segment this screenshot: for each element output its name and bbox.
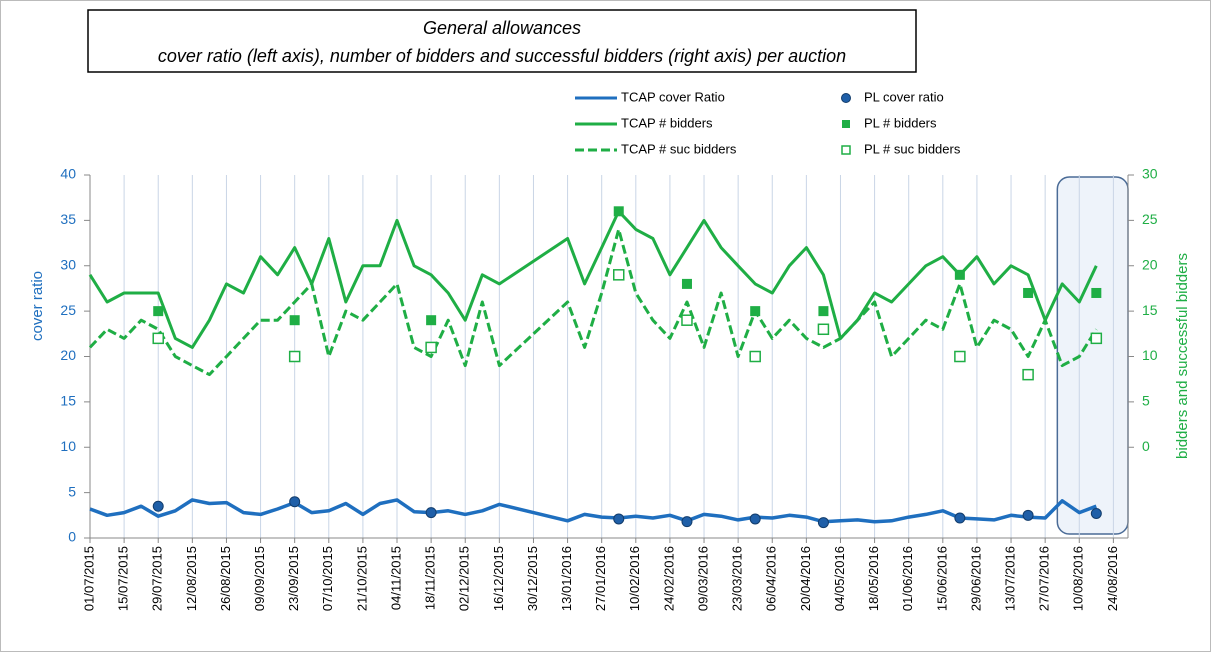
- point: [613, 513, 625, 525]
- x-tick-label: 27/01/2016: [593, 546, 608, 611]
- x-tick-label: 18/11/2015: [423, 546, 438, 610]
- point: [749, 350, 761, 363]
- x-tick-label: 07/10/2015: [320, 546, 335, 611]
- point: [613, 206, 624, 217]
- title-box: [87, 9, 917, 73]
- x-tick-label: 21/10/2015: [354, 546, 369, 611]
- x-tick-label: 04/05/2016: [832, 546, 847, 611]
- point: [817, 517, 829, 529]
- x-tick-label: 09/09/2015: [252, 546, 267, 611]
- point: [817, 323, 830, 336]
- x-tick-label: 06/04/2016: [764, 546, 779, 611]
- point: [954, 350, 966, 363]
- y2-tick-label: 0: [1142, 438, 1150, 454]
- legend-label: PL cover ratio: [864, 89, 944, 104]
- point: [681, 314, 693, 326]
- point: [1090, 507, 1102, 519]
- point: [681, 278, 692, 289]
- x-tick-label: 13/01/2016: [559, 546, 574, 611]
- x-tick-label: 24/08/2016: [1105, 546, 1120, 611]
- series-line: [88, 227, 1098, 377]
- point: [152, 500, 164, 512]
- y2-axis-label: bidders and successful bidders: [1174, 253, 1191, 459]
- x-tick-label: 23/09/2015: [286, 546, 301, 611]
- y-axis-label: cover ratio: [29, 271, 46, 341]
- x-tick-label: 29/07/2015: [150, 546, 165, 611]
- x-tick-label: 10/02/2016: [627, 546, 642, 611]
- point: [612, 269, 625, 281]
- highlight-box: [1056, 176, 1129, 535]
- x-tick-label: 15/07/2015: [116, 546, 131, 611]
- point: [1023, 287, 1034, 298]
- y2-tick-label: 20: [1142, 256, 1158, 272]
- legend-label: TCAP # bidders: [621, 115, 713, 130]
- x-tick-label: 30/12/2015: [525, 546, 540, 611]
- legend-label: TCAP cover Ratio: [621, 89, 725, 104]
- y-tick-label: 30: [60, 256, 76, 272]
- x-tick-label: 09/03/2016: [695, 546, 710, 611]
- y-tick-label: 10: [60, 438, 76, 454]
- x-tick-label: 24/02/2016: [661, 546, 676, 611]
- point: [954, 512, 966, 524]
- x-tick-label: 13/07/2016: [1002, 546, 1017, 611]
- chart-title: General allowances: [423, 18, 581, 38]
- legend-label: PL # suc bidders: [864, 141, 961, 156]
- x-tick-label: 26/08/2015: [218, 546, 233, 611]
- point: [750, 306, 761, 317]
- x-tick-label: 27/07/2016: [1037, 546, 1052, 611]
- point: [749, 513, 761, 525]
- x-tick-label: 04/11/2015: [388, 546, 403, 610]
- y-tick-label: 20: [60, 347, 76, 363]
- point: [1090, 332, 1103, 345]
- legend-label: TCAP # suc bidders: [621, 141, 737, 156]
- x-tick-label: 01/07/2015: [81, 546, 96, 611]
- y-tick-label: 25: [60, 302, 76, 318]
- x-tick-label: 29/06/2016: [968, 546, 983, 611]
- x-tick-label: 10/08/2016: [1071, 546, 1086, 611]
- y2-tick-label: 5: [1142, 393, 1150, 409]
- chart-subtitle: cover ratio (left axis), number of bidde…: [158, 46, 846, 66]
- y-tick-label: 5: [68, 483, 76, 499]
- point: [152, 332, 164, 345]
- y2-tick-label: 25: [1142, 211, 1158, 227]
- point: [1091, 287, 1102, 298]
- x-tick-label: 01/06/2016: [900, 546, 915, 611]
- point: [153, 306, 164, 317]
- point: [288, 350, 301, 363]
- legend-label: PL # bidders: [864, 115, 937, 130]
- y2-tick-label: 30: [1142, 166, 1158, 182]
- point: [818, 306, 829, 317]
- y-tick-label: 40: [60, 166, 76, 182]
- point: [425, 341, 437, 354]
- point: [289, 315, 300, 326]
- x-tick-label: 20/04/2016: [798, 546, 813, 611]
- legend-swatch: [841, 145, 851, 155]
- y-tick-label: 15: [60, 393, 76, 409]
- y-tick-label: 0: [68, 529, 76, 545]
- y-tick-label: 35: [60, 211, 76, 227]
- x-tick-label: 02/12/2015: [457, 546, 472, 611]
- x-tick-label: 16/12/2015: [491, 546, 506, 611]
- x-tick-label: 23/03/2016: [730, 546, 745, 611]
- y2-tick-label: 10: [1142, 347, 1158, 363]
- x-tick-label: 12/08/2015: [184, 546, 199, 611]
- legend-swatch: [841, 93, 851, 103]
- point: [425, 507, 437, 519]
- point: [426, 315, 437, 326]
- x-tick-label: 15/06/2016: [934, 546, 949, 611]
- point: [681, 516, 693, 528]
- point: [1022, 368, 1034, 381]
- x-tick-label: 18/05/2016: [866, 546, 881, 611]
- legend-swatch: [842, 120, 850, 128]
- point: [954, 269, 965, 280]
- y2-tick-label: 15: [1142, 302, 1158, 318]
- point: [289, 496, 301, 508]
- point: [1022, 509, 1034, 521]
